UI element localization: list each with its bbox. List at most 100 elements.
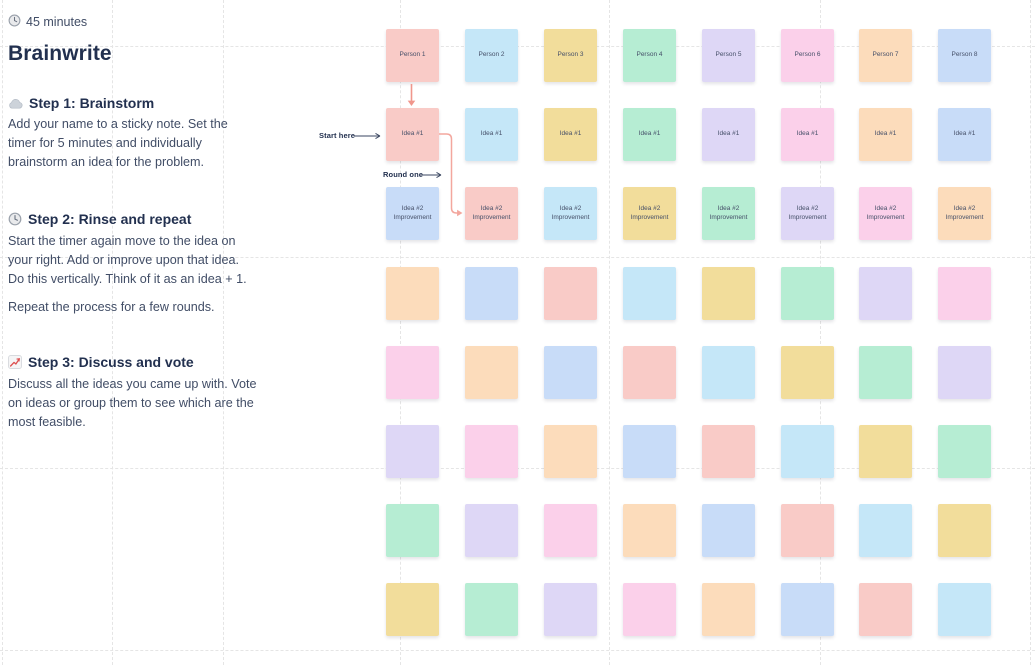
sticky-note-label: Idea #1 <box>874 130 897 138</box>
sticky-note-r8-c4[interactable] <box>623 583 676 636</box>
sticky-note-r1-c8[interactable]: Person 8 <box>938 29 991 82</box>
sticky-note-r5-c2[interactable] <box>465 346 518 399</box>
sticky-note-r2-c7[interactable]: Idea #1 <box>859 108 912 161</box>
sticky-note-r6-c8[interactable] <box>938 425 991 478</box>
sticky-note-r4-c4[interactable] <box>623 267 676 320</box>
sticky-note-r8-c3[interactable] <box>544 583 597 636</box>
sticky-note-label: Person 6 <box>794 51 821 59</box>
sticky-note-r4-c3[interactable] <box>544 267 597 320</box>
sticky-note-r6-c5[interactable] <box>702 425 755 478</box>
sticky-note-label: Idea #1 <box>559 130 582 138</box>
sticky-note-label: Idea #2 Improvement <box>472 205 511 221</box>
sticky-note-r8-c7[interactable] <box>859 583 912 636</box>
sticky-note-label: Idea #1 <box>638 130 661 138</box>
sticky-note-r6-c6[interactable] <box>781 425 834 478</box>
sticky-note-label: Idea #1 <box>796 130 819 138</box>
step2-body-2: Repeat the process for a few rounds. <box>8 300 215 314</box>
page-title: Brainwrite <box>8 42 112 65</box>
sticky-note-r2-c8[interactable]: Idea #1 <box>938 108 991 161</box>
sticky-note-r7-c2[interactable] <box>465 504 518 557</box>
sticky-note-label: Idea #2 Improvement <box>866 205 905 221</box>
sticky-note-r5-c4[interactable] <box>623 346 676 399</box>
sticky-note-r2-c6[interactable]: Idea #1 <box>781 108 834 161</box>
sticky-note-r2-c4[interactable]: Idea #1 <box>623 108 676 161</box>
sticky-note-label: Person 2 <box>478 51 505 59</box>
sticky-note-r6-c4[interactable] <box>623 425 676 478</box>
clock-icon <box>8 212 22 226</box>
sticky-note-r1-c2[interactable]: Person 2 <box>465 29 518 82</box>
sticky-note-r5-c6[interactable] <box>781 346 834 399</box>
sticky-note-r5-c5[interactable] <box>702 346 755 399</box>
sticky-note-r3-c5[interactable]: Idea #2 Improvement <box>702 187 755 240</box>
step3-body: Discuss all the ideas you came up with. … <box>8 377 257 429</box>
sticky-note-r1-c4[interactable]: Person 4 <box>623 29 676 82</box>
sticky-note-r3-c1[interactable]: Idea #2 Improvement <box>386 187 439 240</box>
sticky-note-r1-c1[interactable]: Person 1 <box>386 29 439 82</box>
sticky-note-r3-c4[interactable]: Idea #2 Improvement <box>623 187 676 240</box>
sticky-note-r4-c5[interactable] <box>702 267 755 320</box>
start-here-arrow <box>354 132 381 140</box>
sticky-note-label: Idea #1 <box>480 130 503 138</box>
sticky-note-r3-c2[interactable]: Idea #2 Improvement <box>465 187 518 240</box>
start-here-label: Start here <box>319 131 356 140</box>
step2-heading-row: Step 2: Rinse and repeat <box>8 211 191 227</box>
idea-to-improvement-connector <box>439 133 463 217</box>
step1-body: Add your name to a sticky note. Set the … <box>8 117 228 169</box>
sticky-note-r5-c7[interactable] <box>859 346 912 399</box>
sticky-note-r7-c6[interactable] <box>781 504 834 557</box>
sticky-note-label: Person 5 <box>715 51 742 59</box>
sticky-note-r8-c2[interactable] <box>465 583 518 636</box>
sticky-note-r7-c5[interactable] <box>702 504 755 557</box>
sticky-note-r2-c5[interactable]: Idea #1 <box>702 108 755 161</box>
sticky-note-r5-c1[interactable] <box>386 346 439 399</box>
sticky-note-r5-c3[interactable] <box>544 346 597 399</box>
grid-line-vertical <box>820 0 821 665</box>
sticky-note-r3-c6[interactable]: Idea #2 Improvement <box>781 187 834 240</box>
sticky-note-r7-c4[interactable] <box>623 504 676 557</box>
sticky-note-r8-c5[interactable] <box>702 583 755 636</box>
sticky-note-r3-c8[interactable]: Idea #2 Improvement <box>938 187 991 240</box>
sticky-note-r3-c3[interactable]: Idea #2 Improvement <box>544 187 597 240</box>
sticky-note-label: Idea #2 Improvement <box>945 205 984 221</box>
step1-heading-row: Step 1: Brainstorm <box>8 95 154 111</box>
duration-row: 45 minutes <box>8 14 87 30</box>
sticky-note-r6-c3[interactable] <box>544 425 597 478</box>
sticky-note-label: Idea #2 Improvement <box>630 205 669 221</box>
sticky-note-label: Person 8 <box>951 51 978 59</box>
sticky-note-r1-c5[interactable]: Person 5 <box>702 29 755 82</box>
sticky-note-r2-c2[interactable]: Idea #1 <box>465 108 518 161</box>
sticky-note-r7-c3[interactable] <box>544 504 597 557</box>
sticky-note-r7-c8[interactable] <box>938 504 991 557</box>
grid-line-vertical <box>609 0 610 665</box>
sticky-note-r4-c7[interactable] <box>859 267 912 320</box>
sticky-note-label: Idea #2 Improvement <box>709 205 748 221</box>
sticky-note-r8-c6[interactable] <box>781 583 834 636</box>
sticky-note-r4-c8[interactable] <box>938 267 991 320</box>
sticky-note-r8-c8[interactable] <box>938 583 991 636</box>
sticky-note-r1-c7[interactable]: Person 7 <box>859 29 912 82</box>
sticky-note-r6-c1[interactable] <box>386 425 439 478</box>
sticky-note-label: Idea #2 Improvement <box>788 205 827 221</box>
instruction-panel: 45 minutes Brainwrite Step 1: Brainstorm… <box>0 0 305 665</box>
sticky-note-r6-c7[interactable] <box>859 425 912 478</box>
sticky-note-r4-c2[interactable] <box>465 267 518 320</box>
duration-label: 45 minutes <box>26 15 88 29</box>
sticky-note-label: Person 1 <box>399 51 426 59</box>
sticky-note-label: Person 4 <box>636 51 663 59</box>
sticky-note-r2-c3[interactable]: Idea #1 <box>544 108 597 161</box>
sticky-note-r6-c2[interactable] <box>465 425 518 478</box>
sticky-note-r1-c3[interactable]: Person 3 <box>544 29 597 82</box>
sticky-note-r7-c7[interactable] <box>859 504 912 557</box>
sticky-note-r4-c1[interactable] <box>386 267 439 320</box>
sticky-note-r7-c1[interactable] <box>386 504 439 557</box>
sticky-note-r8-c1[interactable] <box>386 583 439 636</box>
sticky-note-r4-c6[interactable] <box>781 267 834 320</box>
sticky-note-label: Person 3 <box>557 51 584 59</box>
sticky-note-r1-c6[interactable]: Person 6 <box>781 29 834 82</box>
sticky-note-r3-c7[interactable]: Idea #2 Improvement <box>859 187 912 240</box>
sticky-note-r2-c1[interactable]: Idea #1 <box>386 108 439 161</box>
step2-body: Start the timer again move to the idea o… <box>8 234 247 286</box>
grid-line-vertical <box>400 0 401 665</box>
sticky-note-r5-c8[interactable] <box>938 346 991 399</box>
step3-heading: Step 3: Discuss and vote <box>28 354 194 370</box>
